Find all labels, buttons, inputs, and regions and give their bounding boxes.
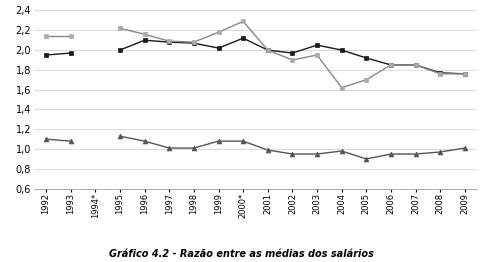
Line: Brancos / Pretos: Brancos / Pretos	[44, 34, 73, 39]
Brancos / Pardos	[43, 53, 49, 57]
Text: Gráfico 4.2 - Razão entre as médias dos salários: Gráfico 4.2 - Razão entre as médias dos …	[108, 249, 374, 259]
Line: Pardos / Pretos: Pardos / Pretos	[44, 137, 73, 144]
Brancos / Pardos	[68, 51, 74, 54]
Brancos / Pretos	[43, 35, 49, 38]
Line: Brancos / Pardos: Brancos / Pardos	[44, 51, 73, 57]
Pardos / Pretos	[43, 138, 49, 141]
Brancos / Pretos	[68, 35, 74, 38]
Pardos / Pretos	[68, 140, 74, 143]
